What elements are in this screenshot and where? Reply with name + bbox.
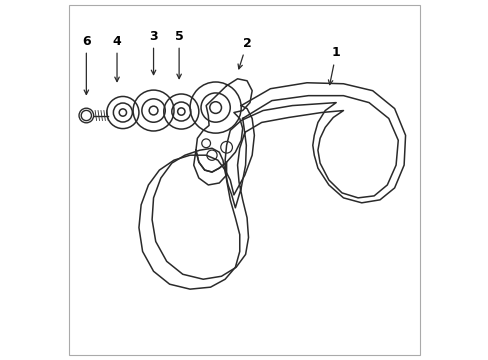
Text: 3: 3: [149, 30, 158, 75]
Text: 2: 2: [238, 37, 251, 69]
Text: 1: 1: [328, 46, 340, 85]
Text: 4: 4: [112, 35, 121, 82]
Text: 6: 6: [82, 35, 90, 94]
Text: 5: 5: [174, 30, 183, 78]
